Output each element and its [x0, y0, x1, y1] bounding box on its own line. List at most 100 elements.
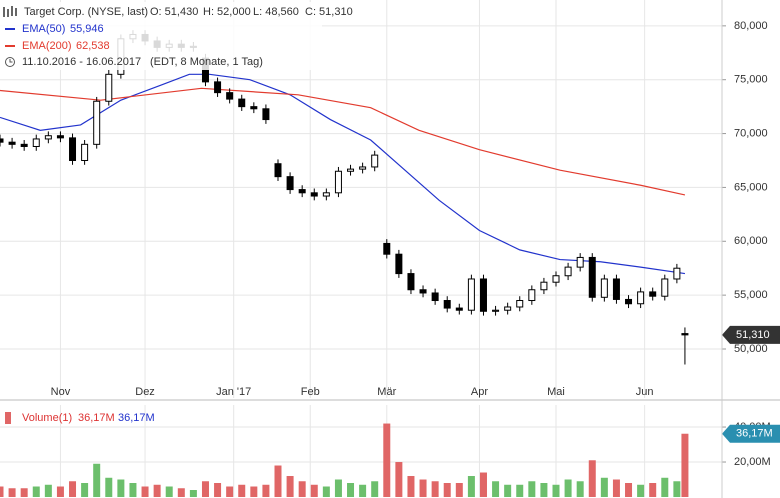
- x-tick-label: Apr: [471, 386, 488, 398]
- volume-bar: [250, 486, 258, 497]
- volume-bar: [177, 488, 185, 497]
- candle-body: [455, 307, 463, 311]
- candle-body: [322, 192, 330, 197]
- volume-bar: [371, 481, 379, 497]
- volume-bar: [226, 486, 234, 497]
- price-tag-label: 36,17M: [736, 428, 773, 440]
- volume-bar: [214, 483, 222, 497]
- volume-bar: [8, 488, 16, 497]
- candle-body: [516, 300, 524, 308]
- y-tick-label: 55,000: [734, 289, 768, 301]
- candle-body: [649, 291, 657, 297]
- volume-bar: [32, 486, 40, 497]
- y-tick-label: 20,00M: [734, 456, 771, 468]
- candle-body: [528, 289, 536, 302]
- ohlc-high: H: 52,000: [203, 6, 251, 18]
- volume-bar: [431, 481, 439, 497]
- volume-bar: [238, 484, 246, 497]
- x-tick-label: Dez: [135, 386, 155, 398]
- volume-bar: [56, 486, 64, 497]
- volume-bar: [274, 465, 282, 497]
- volume-bar: [528, 481, 536, 497]
- volume-bar: [443, 483, 451, 497]
- candle-body: [673, 267, 681, 280]
- volume-bar: [516, 484, 524, 497]
- x-tick-label: Jan '17: [216, 386, 251, 398]
- volume-bar: [649, 483, 657, 497]
- volume-bar: [201, 481, 209, 497]
- volume-bar: [359, 484, 367, 497]
- volume-bar: [479, 472, 487, 497]
- volume-bar: [383, 423, 391, 497]
- candle-body: [238, 98, 246, 108]
- volume-bar: [625, 483, 633, 497]
- volume-title: Volume(1): [22, 412, 72, 424]
- candle-body: [661, 278, 669, 297]
- candle-body: [564, 266, 572, 277]
- candle-body: [467, 278, 475, 311]
- candle-body: [274, 163, 282, 178]
- x-tick-label: Mär: [377, 386, 396, 398]
- candle-body: [625, 298, 633, 305]
- x-tick-label: Feb: [301, 386, 320, 398]
- candle-body: [395, 253, 403, 275]
- volume-bar: [0, 486, 4, 497]
- volume-bar: [588, 460, 596, 497]
- candle-body: [105, 73, 113, 102]
- candle-body: [552, 275, 560, 283]
- candle-body: [479, 278, 487, 312]
- plot: 51,310 36,17M: [0, 30, 780, 497]
- legend-title: Target Corp. (NYSE, last): [24, 6, 148, 18]
- candle-body: [286, 176, 294, 191]
- volume-bar: [44, 484, 52, 497]
- candle-body: [637, 291, 645, 305]
- period-note: (EDT, 8 Monate, 1 Tag): [150, 56, 263, 68]
- volume-bar: [612, 479, 620, 497]
- legend-value: 55,946: [70, 23, 104, 35]
- candle-body: [383, 242, 391, 255]
- volume-bar: [681, 433, 689, 497]
- volume-bar: [661, 477, 669, 497]
- candle-body: [0, 138, 4, 143]
- candle-icon: [3, 6, 17, 17]
- volume-bar: [564, 479, 572, 497]
- volume-bar: [286, 476, 294, 497]
- clock-hands: [9, 59, 13, 63]
- ohlc-close: C: 51,310: [305, 6, 353, 18]
- candle-body: [214, 81, 222, 94]
- volume-last: 36,17M: [78, 412, 115, 424]
- candle-body: [588, 256, 596, 298]
- legend-bg: [0, 2, 322, 70]
- volume-bar: [322, 486, 330, 497]
- candle-body: [576, 256, 584, 268]
- candle-body: [359, 166, 367, 170]
- volume-avg-last: 36,17M: [118, 412, 155, 424]
- candle-body: [492, 309, 500, 312]
- candle-body: [540, 281, 548, 291]
- volume-bar: [395, 462, 403, 497]
- x-tick-label: Nov: [51, 386, 71, 398]
- candle-body: [262, 108, 270, 121]
- x-tick-label: Jun: [636, 386, 654, 398]
- volume-bar: [81, 483, 89, 497]
- volume-bar: [189, 490, 197, 497]
- candle-body: [419, 289, 427, 294]
- ohlc-open: O: 51,430: [150, 6, 198, 18]
- volume-bar: [492, 481, 500, 497]
- candle-body: [298, 189, 306, 194]
- volume-bar: [334, 479, 342, 497]
- volume-bar: [673, 481, 681, 497]
- volume-bar: [504, 484, 512, 497]
- volume-bar: [20, 488, 28, 497]
- price-tag-label: 51,310: [736, 329, 770, 341]
- y-tick-label: 70,000: [734, 127, 768, 139]
- candle-body: [81, 143, 89, 161]
- volume-bar: [552, 484, 560, 497]
- candle-body: [681, 333, 689, 336]
- volume-bar: [347, 483, 355, 497]
- candle-body: [310, 192, 318, 197]
- candle-body: [93, 100, 101, 145]
- candle-body: [32, 138, 40, 147]
- clock-icon: [5, 57, 15, 67]
- candle-body: [407, 273, 415, 291]
